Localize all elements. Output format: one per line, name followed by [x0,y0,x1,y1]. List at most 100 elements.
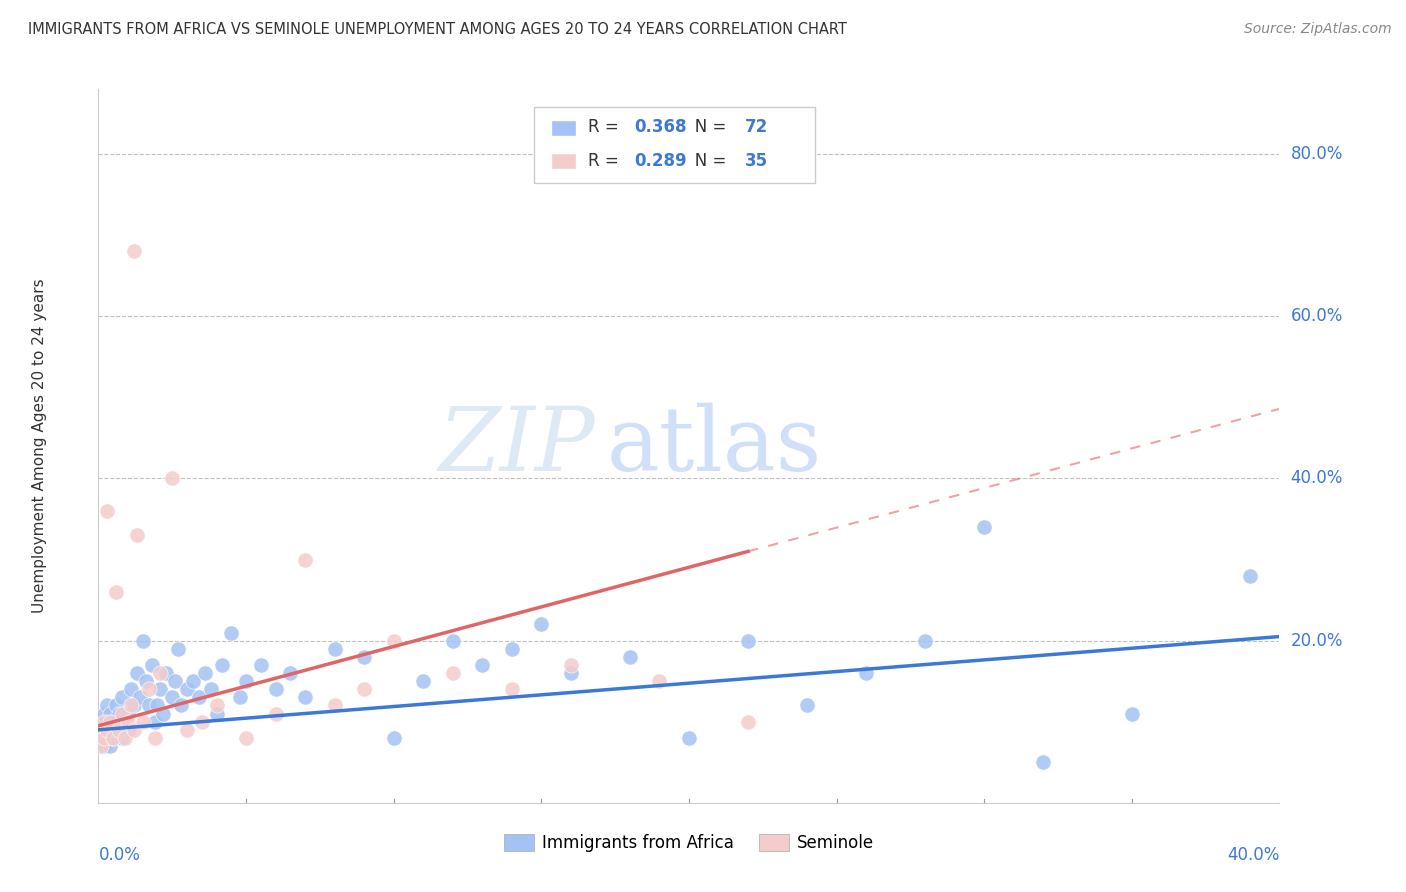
Point [235,674,257,689]
Point [122,698,145,713]
Point [90,739,112,753]
Point [181,674,204,689]
Text: 60.0%: 60.0% [1291,307,1343,326]
Point [132,633,155,648]
Point [93,731,115,745]
Point [125,666,148,681]
Point [250,657,273,672]
Point [973,520,995,534]
Point [165,674,187,689]
Point [96,504,118,518]
Point [323,641,346,656]
Point [149,682,172,697]
Point [1121,706,1143,721]
Point [264,682,287,697]
Point [187,690,209,705]
Point [619,649,641,664]
Point [117,723,139,737]
Point [194,666,217,681]
Point [111,731,134,745]
Point [128,690,150,705]
Point [471,657,494,672]
Text: Source: ZipAtlas.com: Source: ZipAtlas.com [1244,22,1392,37]
Point [108,723,131,737]
Point [143,731,166,745]
Point [103,714,125,729]
Text: N =: N = [679,152,731,169]
Point [96,714,118,729]
Point [278,666,302,681]
Point [1239,568,1261,582]
Point [117,706,139,721]
Text: 20.0%: 20.0% [1291,632,1343,649]
Point [219,625,242,640]
Legend: Immigrants from Africa, Seminole: Immigrants from Africa, Seminole [496,827,882,859]
Point [501,682,523,697]
Point [96,731,118,745]
Point [90,714,112,729]
Point [501,641,523,656]
Text: N =: N = [679,118,731,136]
Point [135,674,157,689]
Point [111,706,134,721]
Point [93,739,115,753]
Point [353,649,375,664]
Point [93,723,115,737]
Point [648,674,671,689]
Point [205,706,228,721]
Point [176,723,198,737]
Point [125,528,148,542]
Point [191,714,214,729]
Point [93,706,115,721]
Point [264,706,287,721]
Text: 0.368: 0.368 [634,118,686,136]
Text: 35: 35 [745,152,768,169]
Text: 40.0%: 40.0% [1227,846,1279,863]
Point [855,666,877,681]
Point [155,666,177,681]
Point [98,739,121,753]
Point [96,698,118,713]
Text: 40.0%: 40.0% [1291,469,1343,487]
Point [103,731,125,745]
Point [98,723,121,737]
Point [441,633,464,648]
Text: 72: 72 [745,118,769,136]
Text: atlas: atlas [606,402,821,490]
Text: 0.289: 0.289 [634,152,686,169]
Point [132,714,155,729]
Point [120,682,142,697]
Point [737,633,759,648]
Point [122,244,145,259]
Text: IMMIGRANTS FROM AFRICA VS SEMINOLE UNEMPLOYMENT AMONG AGES 20 TO 24 YEARS CORREL: IMMIGRANTS FROM AFRICA VS SEMINOLE UNEMP… [28,22,846,37]
Point [117,714,139,729]
Point [205,698,228,713]
Point [152,706,174,721]
Point [98,706,121,721]
Point [678,731,700,745]
Point [294,552,316,566]
Point [105,698,128,713]
Point [111,690,134,705]
Point [737,714,759,729]
Point [211,657,233,672]
Point [114,714,136,729]
Text: R =: R = [588,118,624,136]
Text: ZIP: ZIP [437,402,595,490]
Point [138,698,160,713]
Point [90,731,112,745]
Point [114,731,136,745]
Point [141,657,163,672]
Point [560,657,582,672]
Point [382,731,405,745]
Point [235,731,257,745]
Point [162,690,183,705]
Point [138,682,160,697]
Point [143,714,166,729]
Point [93,714,115,729]
Point [353,682,375,697]
Point [796,698,818,713]
Text: Unemployment Among Ages 20 to 24 years: Unemployment Among Ages 20 to 24 years [32,278,46,614]
Point [105,723,128,737]
Point [90,723,112,737]
